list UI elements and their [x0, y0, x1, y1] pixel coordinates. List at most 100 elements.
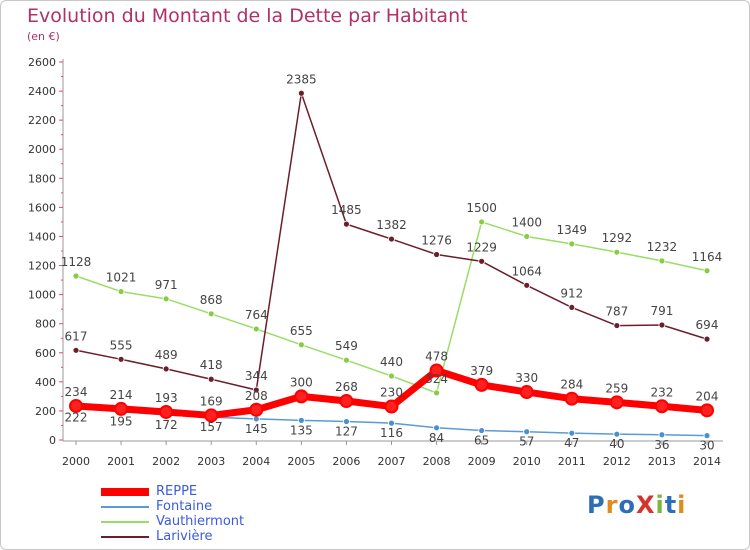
data-point-vauthiermont: [72, 272, 80, 280]
y-tick-label: 2200: [28, 114, 56, 127]
data-label-larivière: 489: [155, 348, 178, 362]
x-tick-label: 2000: [62, 455, 90, 468]
x-tick-label: 2005: [287, 455, 315, 468]
legend-swatch: [101, 488, 149, 496]
data-label-reppe: 169: [200, 394, 223, 408]
data-point-fontaine: [343, 418, 350, 425]
legend-swatch: [101, 536, 149, 538]
data-point-larivière: [72, 346, 80, 354]
x-tick-label: 2011: [558, 455, 586, 468]
data-label-vauthiermont: 1400: [511, 215, 542, 229]
data-label-larivière: 617: [65, 329, 88, 343]
legend-item-fontaine: Fontaine: [101, 499, 321, 515]
y-tick-label: 1800: [28, 172, 56, 185]
logo-letter: P: [587, 491, 606, 519]
data-label-reppe: 234: [65, 385, 88, 399]
data-label-reppe: 379: [470, 364, 493, 378]
data-point-larivière: [117, 355, 125, 363]
data-point-fontaine: [568, 429, 576, 437]
y-tick-label: 0: [49, 434, 56, 447]
data-point-reppe: [159, 404, 174, 419]
data-label-larivière: 2385: [286, 72, 317, 86]
data-point-vauthiermont: [433, 389, 440, 397]
data-label-reppe: 300: [290, 375, 313, 389]
data-label-fontaine: 57: [519, 435, 534, 449]
y-tick-label: 600: [35, 347, 56, 360]
data-label-larivière: 344: [245, 369, 268, 383]
data-label-larivière: 555: [110, 338, 133, 352]
chart-unit-label: (en €): [27, 30, 60, 43]
logo-letter: t: [664, 491, 678, 519]
data-label-reppe: 204: [696, 389, 719, 403]
data-label-fontaine: 145: [245, 422, 268, 436]
x-tick-label: 2014: [693, 455, 721, 468]
data-label-vauthiermont: 764: [245, 308, 268, 322]
data-point-vauthiermont: [658, 257, 666, 265]
y-tick-label: 200: [35, 405, 56, 418]
data-label-larivière: 418: [200, 358, 223, 372]
x-tick-label: 2008: [423, 455, 451, 468]
data-label-vauthiermont: 1500: [466, 201, 497, 215]
x-tick-label: 2010: [513, 455, 541, 468]
data-label-larivière: 787: [605, 305, 628, 319]
data-point-vauthiermont: [117, 288, 125, 295]
legend-label: Fontaine: [156, 499, 213, 514]
data-point-fontaine: [433, 424, 440, 432]
data-point-larivière: [388, 235, 395, 243]
legend-item-larivière: Larivière: [101, 529, 321, 545]
data-label-vauthiermont: 1349: [557, 223, 588, 237]
data-label-fontaine: 222: [65, 411, 88, 425]
logo-letter: r: [605, 491, 619, 519]
data-label-fontaine: 195: [110, 415, 133, 429]
data-point-reppe: [429, 363, 444, 378]
data-point-larivière: [297, 89, 305, 97]
data-label-fontaine: 40: [609, 437, 624, 451]
legend-swatch: [101, 506, 149, 508]
x-tick-label: 2013: [648, 455, 676, 468]
data-point-reppe: [294, 389, 309, 404]
logo-letter: o: [618, 491, 636, 519]
data-label-reppe: 208: [245, 389, 268, 403]
data-point-reppe: [564, 391, 579, 406]
data-label-vauthiermont: 1128: [61, 255, 92, 269]
y-tick-label: 2000: [28, 143, 56, 156]
chart-title: Evolution du Montant de la Dette par Hab…: [27, 5, 468, 27]
data-point-fontaine: [388, 419, 395, 427]
data-point-larivière: [162, 365, 170, 373]
data-point-reppe: [114, 401, 129, 416]
x-tick-label: 2002: [152, 455, 180, 468]
data-label-fontaine: 135: [290, 423, 313, 437]
data-point-larivière: [433, 251, 440, 258]
data-point-vauthiermont: [523, 233, 531, 240]
data-label-larivière: 1064: [511, 264, 542, 278]
y-tick-label: 400: [35, 376, 56, 389]
data-label-reppe: 214: [110, 388, 133, 402]
data-label-fontaine: 47: [564, 436, 579, 450]
data-label-fontaine: 157: [200, 420, 223, 434]
data-label-fontaine: 116: [380, 426, 403, 440]
x-tick-label: 2007: [378, 455, 406, 468]
data-point-fontaine: [658, 431, 666, 439]
logo-letter: i: [677, 491, 687, 519]
data-label-larivière: 1382: [376, 218, 407, 232]
data-label-reppe: 230: [380, 386, 403, 400]
data-label-fontaine: 127: [335, 425, 358, 439]
data-point-vauthiermont: [207, 310, 215, 318]
data-point-vauthiermont: [388, 372, 395, 380]
data-point-reppe: [69, 398, 83, 413]
data-label-reppe: 232: [650, 385, 673, 399]
y-tick-label: 1000: [28, 289, 56, 302]
y-tick-label: 2600: [28, 56, 56, 69]
x-tick-label: 2012: [603, 455, 631, 468]
data-point-larivière: [523, 281, 531, 289]
data-label-vauthiermont: 1292: [602, 231, 633, 245]
legend-label: REPPE: [156, 484, 198, 499]
legend-label: Vauthiermont: [156, 514, 245, 529]
y-tick-label: 800: [35, 318, 56, 331]
data-label-fontaine: 172: [155, 418, 178, 432]
x-tick-label: 2003: [197, 455, 225, 468]
data-point-fontaine: [613, 430, 621, 438]
data-point-reppe: [609, 395, 624, 410]
data-point-fontaine: [478, 427, 486, 434]
